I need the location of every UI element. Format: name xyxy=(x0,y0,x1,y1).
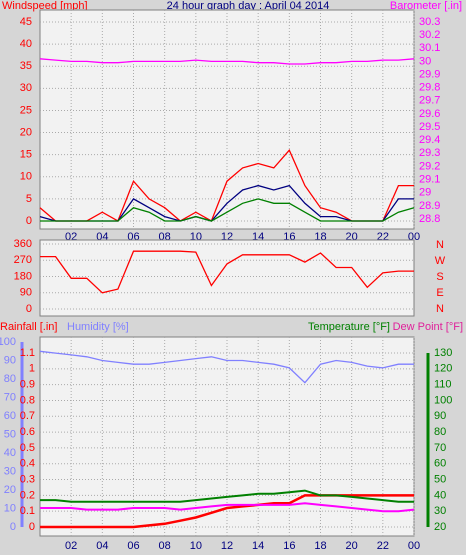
x-tick-label: 18 xyxy=(314,540,326,552)
y2-tick-label: 28.9 xyxy=(419,200,440,212)
y-tick-label: 0.4 xyxy=(20,458,35,470)
y2-tick-label: 29.6 xyxy=(419,108,440,120)
y2-tick-label: 29.2 xyxy=(419,160,440,172)
y2-tick-label: 29.7 xyxy=(419,95,440,107)
y-tick-label: 45 xyxy=(20,16,32,28)
y-tick-label: 30 xyxy=(20,82,32,94)
y3-tick-label: 10 xyxy=(4,502,16,514)
y3-tick-label: 50 xyxy=(4,428,16,440)
x-tick-label: 12 xyxy=(221,540,233,552)
y-tick-label: 15 xyxy=(20,149,32,161)
dewpoint-axis-title: Dew Point [°F] xyxy=(393,321,463,333)
y2-tick-label: 60 xyxy=(434,458,446,470)
y2-tick-label: 29.8 xyxy=(419,82,440,94)
rain-axis-title: Rainfall [.in] xyxy=(0,321,57,333)
direction-label: N xyxy=(436,303,444,315)
y3-tick-label: 60 xyxy=(4,410,16,422)
y-tick-label: 0.6 xyxy=(20,426,35,438)
x-tick-label: 04 xyxy=(96,540,108,552)
y2-tick-label: 29.4 xyxy=(419,134,440,146)
y2-tick-label: 29.5 xyxy=(419,121,440,133)
y2-tick-label: 100 xyxy=(434,394,452,406)
y2-tick-label: 20 xyxy=(434,521,446,533)
temperature-axis-title: Temperature [°F] xyxy=(308,321,390,333)
direction-label: W xyxy=(435,255,446,267)
wind-axis-title: Windspeed [mph] xyxy=(2,0,88,12)
y-tick-label: 0.7 xyxy=(20,410,35,422)
y2-tick-label: 50 xyxy=(434,473,446,485)
y2-tick-label: 70 xyxy=(434,442,446,454)
y-tick-label: 25 xyxy=(20,104,32,116)
y-tick-label: 0.1 xyxy=(20,505,35,517)
x-tick-label: 10 xyxy=(190,540,202,552)
y3-tick-label: 90 xyxy=(4,354,16,366)
y2-tick-label: 30 xyxy=(434,505,446,517)
y2-tick-label: 90 xyxy=(434,410,446,422)
y3-tick-label: 70 xyxy=(4,391,16,403)
y2-tick-label: 80 xyxy=(434,426,446,438)
series-line xyxy=(39,58,415,65)
x-tick-label: 06 xyxy=(127,540,139,552)
x-tick-label: 20 xyxy=(346,540,358,552)
x-tick-label: 16 xyxy=(283,540,295,552)
y2-tick-label: 130 xyxy=(434,347,452,359)
y2-tick-label: 28.8 xyxy=(419,213,440,225)
y-tick-label: 0 xyxy=(29,521,35,533)
y-tick-label: 10 xyxy=(20,171,32,183)
y-tick-label: 0.3 xyxy=(20,473,35,485)
y-tick-label: 5 xyxy=(26,193,32,205)
y2-tick-label: 29.3 xyxy=(419,147,440,159)
direction-label: S xyxy=(436,271,443,283)
y2-tick-label: 29 xyxy=(419,187,431,199)
y2-tick-label: 40 xyxy=(434,489,446,501)
direction-label: N xyxy=(436,239,444,251)
series-line xyxy=(39,350,414,384)
y3-tick-label: 100 xyxy=(0,336,16,348)
y-tick-label: 0 xyxy=(26,303,32,315)
y2-tick-label: 110 xyxy=(434,379,452,391)
y3-tick-label: 80 xyxy=(4,373,16,385)
y2-tick-label: 120 xyxy=(434,363,452,375)
y-tick-label: 0 xyxy=(26,215,32,227)
plot-area xyxy=(39,239,415,317)
y3-tick-label: 30 xyxy=(4,465,16,477)
y-tick-label: 1 xyxy=(29,363,35,375)
y2-tick-label: 29.9 xyxy=(419,68,440,80)
series-line xyxy=(40,494,414,529)
y2-tick-label: 30.1 xyxy=(419,42,440,54)
y-tick-label: 270 xyxy=(14,254,32,266)
y-tick-label: 20 xyxy=(20,126,32,138)
y-tick-label: 40 xyxy=(20,38,32,50)
x-tick-label: 00 xyxy=(408,540,420,552)
chart-title: 24 hour graph day : April 04 2014 xyxy=(167,0,330,12)
series-line xyxy=(40,489,414,503)
x-tick-label: 02 xyxy=(65,540,77,552)
series-line xyxy=(40,502,415,513)
y2-tick-label: 30 xyxy=(419,55,431,67)
y-tick-label: 1.1 xyxy=(20,347,35,359)
series-line xyxy=(40,250,414,294)
y-tick-label: 35 xyxy=(20,60,32,72)
y-tick-label: 0.2 xyxy=(20,489,35,501)
y3-tick-label: 0 xyxy=(10,521,16,533)
barometer-axis-title: Barometer [.in] xyxy=(390,0,462,12)
direction-label: E xyxy=(436,287,443,299)
y2-tick-label: 29.1 xyxy=(419,174,440,186)
y-tick-label: 90 xyxy=(20,287,32,299)
y2-tick-label: 30.3 xyxy=(419,16,440,28)
y-tick-label: 0.8 xyxy=(20,394,35,406)
y-tick-label: 360 xyxy=(14,238,32,250)
humidity-axis-title: Humidity [%] xyxy=(67,321,129,333)
x-tick-label: 22 xyxy=(377,540,389,552)
x-tick-label: 08 xyxy=(159,540,171,552)
y-tick-label: 180 xyxy=(14,270,32,282)
y3-tick-label: 40 xyxy=(4,447,16,459)
y-tick-label: 0.5 xyxy=(20,442,35,454)
x-tick-label: 14 xyxy=(252,540,264,552)
y-tick-label: 0.9 xyxy=(20,379,35,391)
y3-tick-label: 20 xyxy=(4,484,16,496)
series-line xyxy=(40,198,415,222)
y2-tick-label: 30.2 xyxy=(419,29,440,41)
